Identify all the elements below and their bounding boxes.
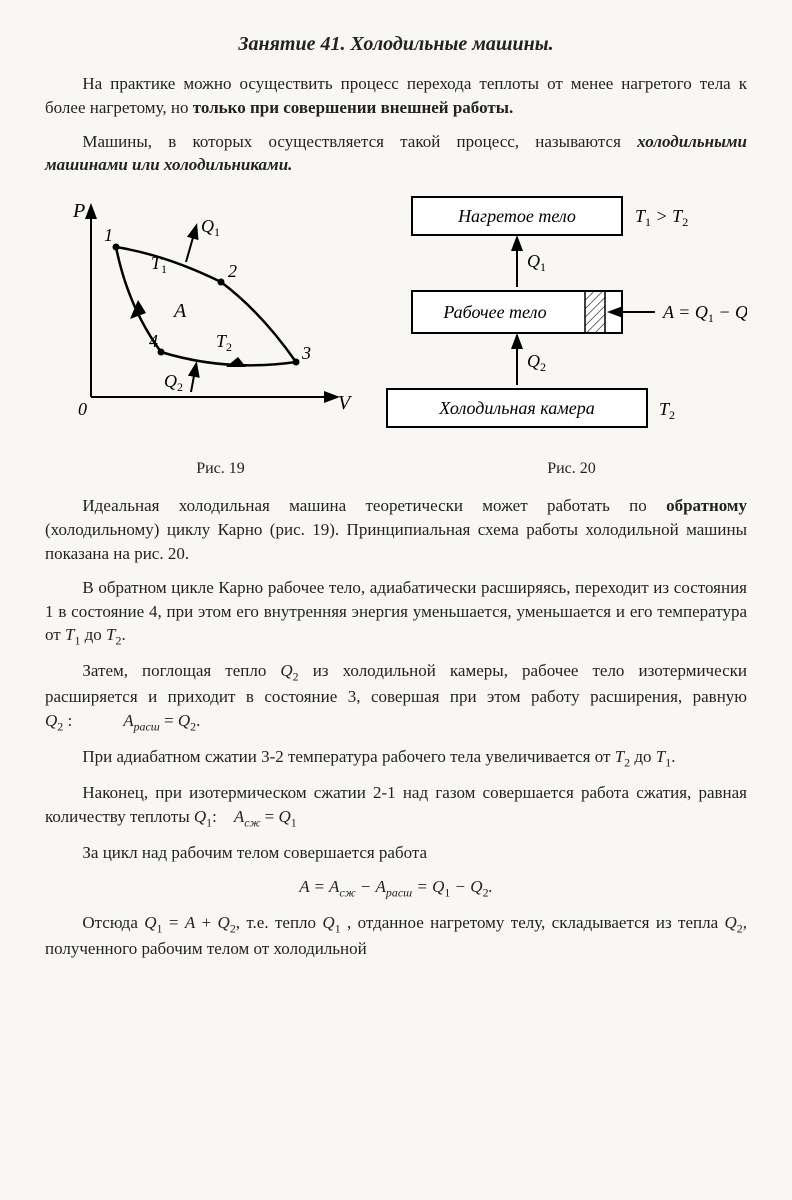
p3b: обратному — [666, 496, 747, 515]
t2-label: T2 — [216, 331, 232, 354]
a-eq-label: A = Q1 − Q2 — [662, 302, 747, 325]
equation-work: A = Aсж − Aрасш = Q1 − Q2. — [45, 875, 747, 901]
paragraph-4: В обратном цикле Карно рабочее тело, ади… — [45, 576, 747, 650]
paragraph-5: Затем, поглощая тепло Q2 из холодильной … — [45, 659, 747, 735]
p7a: Наконец, при изотермическом сжатии 2-1 н… — [45, 783, 747, 826]
p4b: до — [80, 625, 106, 644]
paragraph-2: Машины, в которых осуществляется такой п… — [45, 130, 747, 178]
paragraph-8: За цикл над рабочим телом совершается ра… — [45, 841, 747, 865]
p9a: Отсюда — [82, 913, 144, 932]
paragraph-7: Наконец, при изотермическом сжатии 2-1 н… — [45, 781, 747, 831]
p9b: , т.е. тепло — [236, 913, 323, 932]
p9c: , отданное нагретому телу, складывается … — [341, 913, 725, 932]
figure-20: Нагретое тело T1 > T2 Q1 Рабочее тело A … — [367, 187, 747, 454]
paragraph-3: Идеальная холодильная машина теоретическ… — [45, 494, 747, 565]
t2-side-label: T2 — [659, 399, 675, 422]
q2-arrow-label: Q2 — [527, 351, 546, 374]
pt3-label: 3 — [301, 343, 311, 363]
t1-label: T1 — [151, 253, 167, 276]
q1-arrow-label: Q1 — [527, 251, 546, 274]
t1-gt-t2: T1 > T2 — [635, 206, 688, 229]
paragraph-1: На практике можно осуществить процесс пе… — [45, 72, 747, 120]
pt2-label: 2 — [228, 261, 237, 281]
p2-text-a: Машины, в которых осуществляется такой п… — [82, 132, 637, 151]
origin-label: 0 — [78, 399, 87, 419]
pt1-label: 1 — [104, 225, 113, 245]
paragraph-6: При адиабатном сжатии 3-2 температура ра… — [45, 745, 747, 771]
p3a: Идеальная холодильная машина теоретическ… — [82, 496, 666, 515]
box3-label: Холодильная камера — [438, 398, 594, 418]
box2-label: Рабочее тело — [442, 302, 546, 322]
pt4-label: 4 — [149, 331, 158, 351]
axis-v-label: V — [338, 392, 353, 414]
p6b: до — [630, 747, 656, 766]
caption-19: Рис. 19 — [45, 458, 396, 480]
p5a: Затем, поглощая тепло — [82, 661, 280, 680]
caption-20: Рис. 20 — [396, 458, 747, 480]
q1-label: Q1 — [201, 216, 220, 239]
paragraph-9: Отсюда Q1 = A + Q2, т.е. тепло Q1 , отда… — [45, 911, 747, 961]
p4a: В обратном цикле Карно рабочее тело, ади… — [45, 578, 747, 645]
a-label: A — [172, 300, 187, 322]
axis-p-label: P — [72, 200, 85, 222]
box1-label: Нагретое тело — [457, 206, 576, 226]
p3c: (холодильному) циклу Карно (рис. 19). Пр… — [45, 520, 747, 563]
q2-label: Q2 — [164, 371, 183, 394]
lesson-title: Занятие 41. Холодильные машины. — [45, 30, 747, 58]
p6a: При адиабатном сжатии 3-2 температура ра… — [82, 747, 614, 766]
p1-text-b: только при совершении внешней работы. — [193, 98, 514, 117]
figure-19: P V 0 1 2 3 4 T1 — [45, 187, 357, 434]
